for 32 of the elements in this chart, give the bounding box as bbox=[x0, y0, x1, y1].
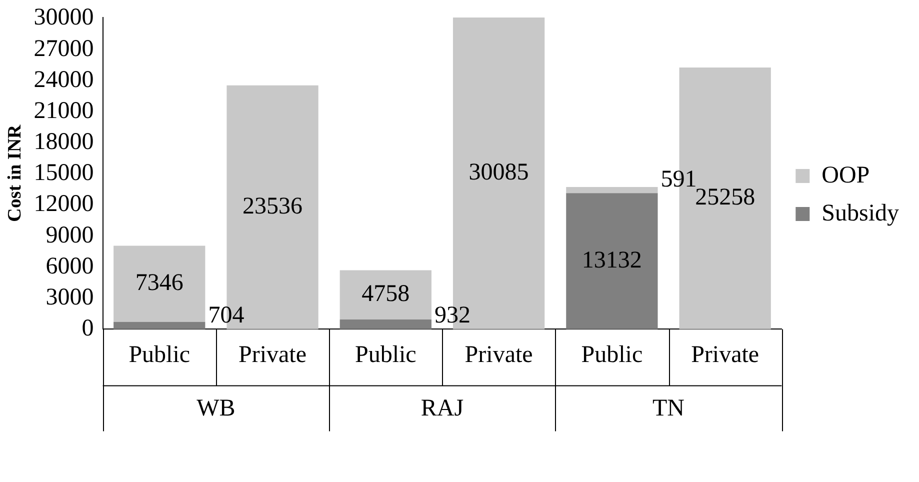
data-label: 7346 bbox=[135, 270, 184, 296]
data-label: 932 bbox=[434, 302, 470, 328]
y-tick-label: 9000 bbox=[46, 222, 94, 248]
data-label: 13132 bbox=[582, 247, 642, 274]
legend-label: OOP bbox=[822, 162, 870, 188]
y-axis-title: Cost in INR bbox=[4, 124, 26, 222]
y-tick-label: 6000 bbox=[46, 253, 94, 280]
y-tick-label: 21000 bbox=[34, 98, 94, 124]
y-tick-label: 12000 bbox=[34, 191, 94, 218]
bar bbox=[340, 270, 432, 320]
bar bbox=[566, 193, 658, 330]
y-tick-label: 24000 bbox=[34, 66, 94, 93]
text: TN bbox=[652, 395, 685, 422]
data-label: 30085 bbox=[468, 160, 529, 186]
y-tick-label: 27000 bbox=[34, 36, 94, 62]
bar bbox=[340, 320, 432, 330]
legend-label: Subsidy bbox=[822, 200, 900, 226]
bar bbox=[566, 187, 658, 194]
data-label: 23536 bbox=[242, 194, 303, 220]
y-tick-label: 3000 bbox=[46, 284, 94, 310]
text: RAJ bbox=[420, 395, 464, 422]
data-label: 25258 bbox=[695, 184, 756, 211]
y-tick-label: 15000 bbox=[34, 160, 94, 186]
bar bbox=[114, 246, 206, 322]
data-label: 704 bbox=[208, 302, 244, 328]
y-tick-label: 18000 bbox=[34, 129, 94, 156]
bar bbox=[114, 322, 206, 330]
text: WB bbox=[196, 395, 236, 422]
y-tick-label: 30000 bbox=[34, 4, 94, 31]
y-tick-label: 0 bbox=[82, 315, 94, 342]
data-label: 4758 bbox=[362, 281, 410, 308]
data-label: 591 bbox=[660, 166, 697, 192]
